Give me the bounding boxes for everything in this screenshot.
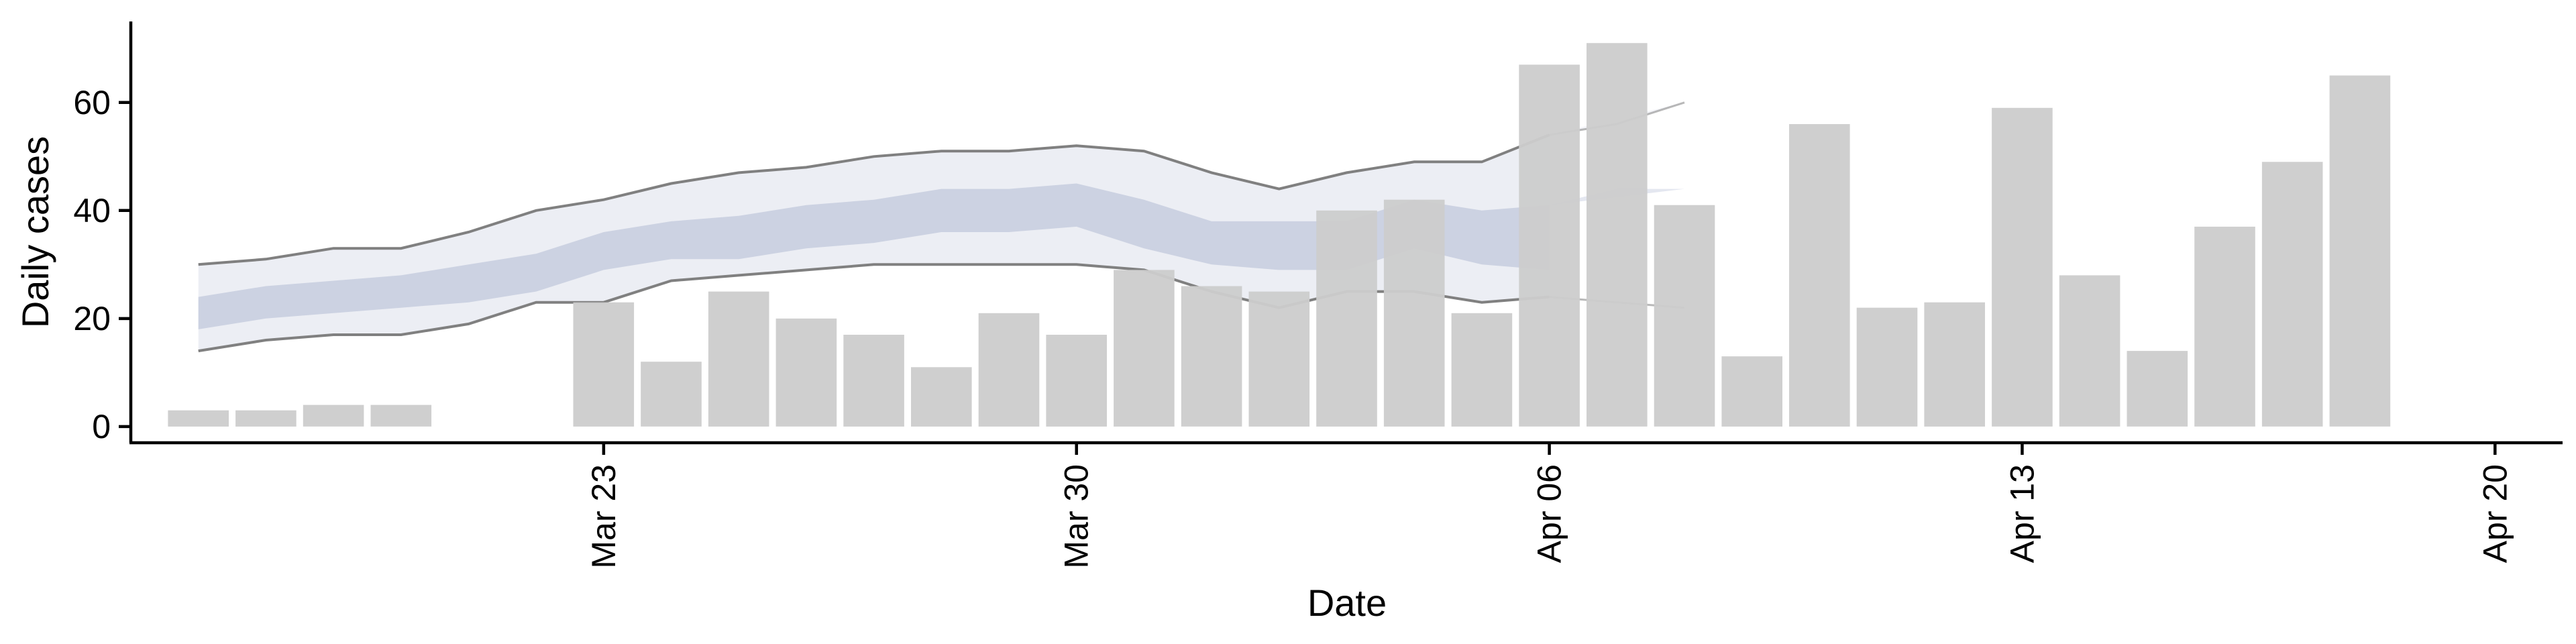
tick-layer: 0 20 40 60 Mar 23 Mar 30 Apr 06 Apr 13 Apr 20 bbox=[73, 84, 2514, 569]
inner-interval-band-forecast bbox=[1549, 189, 1684, 205]
y-tick-label: 20 bbox=[73, 300, 111, 337]
bar-2020-04-11 bbox=[1856, 307, 1918, 427]
bar-2020-04-02 bbox=[1248, 291, 1310, 427]
bar-2020-03-18 bbox=[235, 410, 297, 427]
bar-2020-03-30 bbox=[1046, 335, 1107, 427]
bar-2020-03-27 bbox=[843, 335, 904, 427]
bar-2020-04-05 bbox=[1451, 313, 1513, 427]
bar-2020-04-14 bbox=[2059, 275, 2121, 427]
upper-bound-line bbox=[198, 133, 1550, 266]
y-tick-label: 60 bbox=[73, 84, 111, 121]
bar-2020-04-10 bbox=[1789, 124, 1850, 427]
bar-2020-04-04 bbox=[1383, 199, 1445, 427]
bar-2020-03-29 bbox=[978, 313, 1040, 427]
bar-2020-03-23 bbox=[573, 302, 635, 427]
bar-2020-04-09 bbox=[1721, 356, 1782, 427]
bar-2020-04-08 bbox=[1654, 205, 1715, 427]
outer-interval-band bbox=[198, 135, 1550, 352]
x-tick-label: Apr 13 bbox=[2003, 464, 2041, 563]
x-tick-label: Mar 23 bbox=[585, 464, 623, 569]
bar-2020-04-18 bbox=[2329, 75, 2391, 427]
bar-2020-03-24 bbox=[641, 362, 702, 427]
y-tick-label: 40 bbox=[73, 192, 111, 229]
y-tick-label: 0 bbox=[92, 408, 111, 445]
x-axis-title: Date bbox=[1307, 582, 1387, 624]
bar-2020-03-20 bbox=[370, 405, 432, 427]
bar-2020-04-13 bbox=[1992, 107, 2053, 427]
bar-2020-04-17 bbox=[2261, 162, 2323, 427]
bar-2020-03-19 bbox=[303, 405, 364, 427]
bar-2020-04-06 bbox=[1519, 64, 1580, 427]
bar-2020-03-28 bbox=[911, 367, 972, 427]
bar-2020-04-01 bbox=[1181, 286, 1242, 427]
bar-series-layer bbox=[168, 43, 2391, 427]
bar-2020-03-25 bbox=[708, 291, 769, 427]
inner-interval-band bbox=[198, 183, 1550, 329]
bar-2020-04-07 bbox=[1587, 43, 1648, 427]
bar-2020-04-16 bbox=[2194, 226, 2255, 427]
bar-2020-03-17 bbox=[168, 410, 229, 427]
axes-layer bbox=[129, 21, 2563, 445]
x-tick-label: Mar 30 bbox=[1058, 464, 1095, 569]
bar-2020-04-15 bbox=[2127, 351, 2188, 427]
x-tick-label: Apr 06 bbox=[1531, 464, 1568, 563]
bar-2020-04-03 bbox=[1316, 210, 1377, 427]
bar-2020-04-12 bbox=[1924, 302, 1985, 427]
x-tick-label: Apr 20 bbox=[2476, 464, 2514, 563]
y-axis-title: Daily cases bbox=[14, 136, 56, 328]
bar-2020-03-26 bbox=[775, 318, 837, 427]
bar-2020-03-31 bbox=[1114, 270, 1175, 427]
